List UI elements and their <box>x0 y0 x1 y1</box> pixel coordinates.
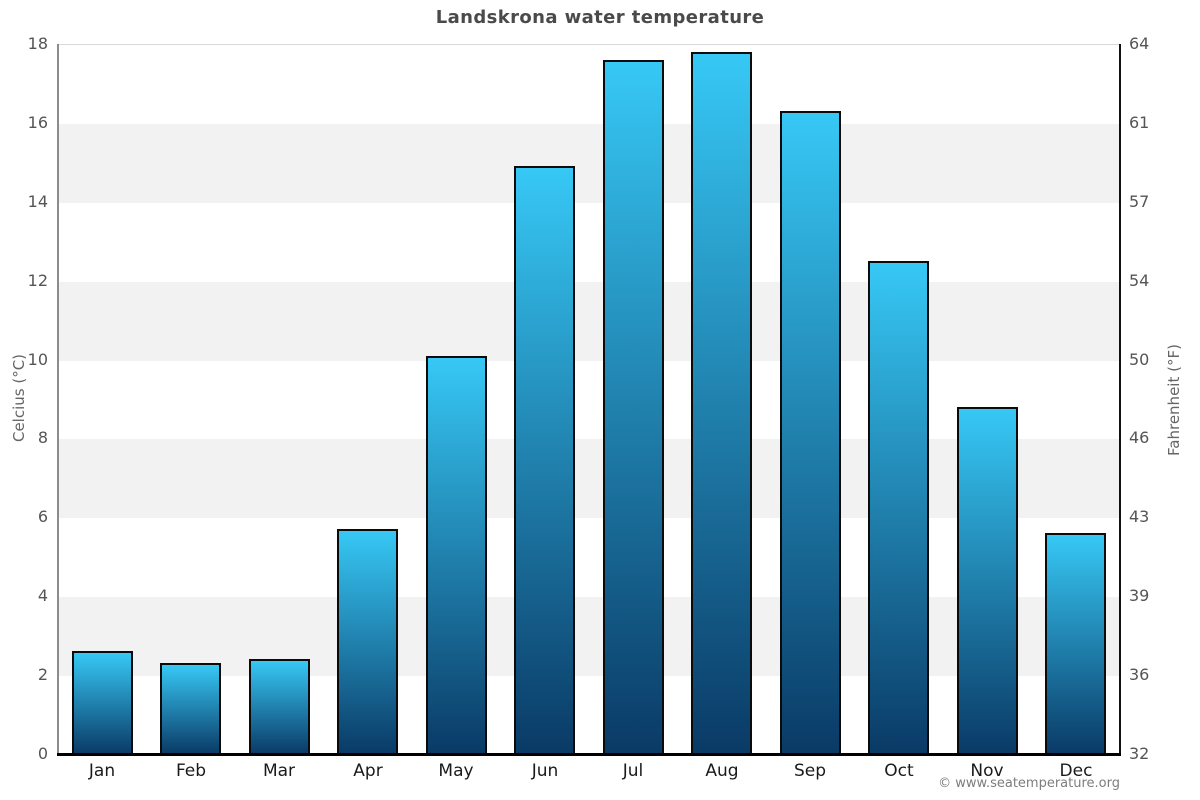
fahrenheit-tick-57: 57 <box>1129 191 1150 211</box>
celsius-tick-8: 8 <box>37 428 48 448</box>
celsius-tick-14: 14 <box>27 191 48 211</box>
bar-sep <box>780 111 841 754</box>
fahrenheit-tick-36: 36 <box>1129 665 1150 685</box>
celsius-tick-0: 0 <box>37 744 48 763</box>
fahrenheit-tick-32: 32 <box>1129 744 1150 763</box>
plot-band <box>58 281 1120 361</box>
plot-band <box>58 439 1120 519</box>
bar-oct <box>868 261 929 754</box>
celsius-tick-6: 6 <box>37 507 48 527</box>
celsius-tick-4: 4 <box>37 586 48 606</box>
plot-band <box>58 518 1120 598</box>
fahrenheit-tick-64: 64 <box>1129 34 1150 53</box>
x-tick-jun: Jun <box>531 761 559 781</box>
x-tick-mar: Mar <box>262 761 296 781</box>
plot-band <box>58 202 1120 282</box>
copyright-text: © www.seatemperature.org <box>938 776 1120 791</box>
chart-title: Landskrona water temperature <box>435 7 765 28</box>
plot-band <box>58 676 1120 755</box>
bar-apr <box>337 529 398 754</box>
x-tick-apr: Apr <box>353 761 383 781</box>
plot-band <box>58 123 1120 203</box>
fahrenheit-tick-50: 50 <box>1129 349 1150 369</box>
fahrenheit-tick-54: 54 <box>1129 270 1150 290</box>
fahrenheit-tick-46: 46 <box>1129 428 1150 448</box>
x-tick-oct: Oct <box>884 761 914 781</box>
x-tick-sep: Sep <box>793 761 827 781</box>
bar-nov <box>957 407 1018 754</box>
x-axis-line <box>57 753 1121 756</box>
bar-feb <box>160 663 221 754</box>
x-tick-dec: Dec <box>1059 761 1093 781</box>
celsius-tick-12: 12 <box>27 270 48 290</box>
fahrenheit-tick-39: 39 <box>1129 586 1150 606</box>
plot-band <box>58 360 1120 440</box>
fahrenheit-tick-61: 61 <box>1129 112 1150 132</box>
bar-aug <box>691 52 752 754</box>
x-tick-feb: Feb <box>175 761 207 781</box>
bar-jul <box>603 60 664 754</box>
x-tick-jan: Jan <box>88 761 116 781</box>
celsius-tick-2: 2 <box>37 665 48 685</box>
bar-jun <box>514 166 575 754</box>
x-tick-aug: Aug <box>705 761 739 781</box>
x-tick-may: May <box>438 761 474 781</box>
bar-may <box>426 356 487 754</box>
fahrenheit-tick-43: 43 <box>1129 507 1150 527</box>
plot-band <box>58 45 1120 124</box>
bar-jan <box>72 651 133 754</box>
x-tick-jul: Jul <box>622 761 644 781</box>
plot-area <box>58 44 1120 755</box>
celsius-tick-10: 10 <box>27 349 48 369</box>
right-axis-line <box>1119 44 1121 754</box>
celsius-tick-16: 16 <box>27 112 48 132</box>
bar-dec <box>1045 533 1106 754</box>
celsius-tick-18: 18 <box>27 34 48 53</box>
left-axis-line <box>57 44 59 754</box>
bar-mar <box>249 659 310 754</box>
plot-band <box>58 597 1120 677</box>
x-tick-nov: Nov <box>970 761 1004 781</box>
